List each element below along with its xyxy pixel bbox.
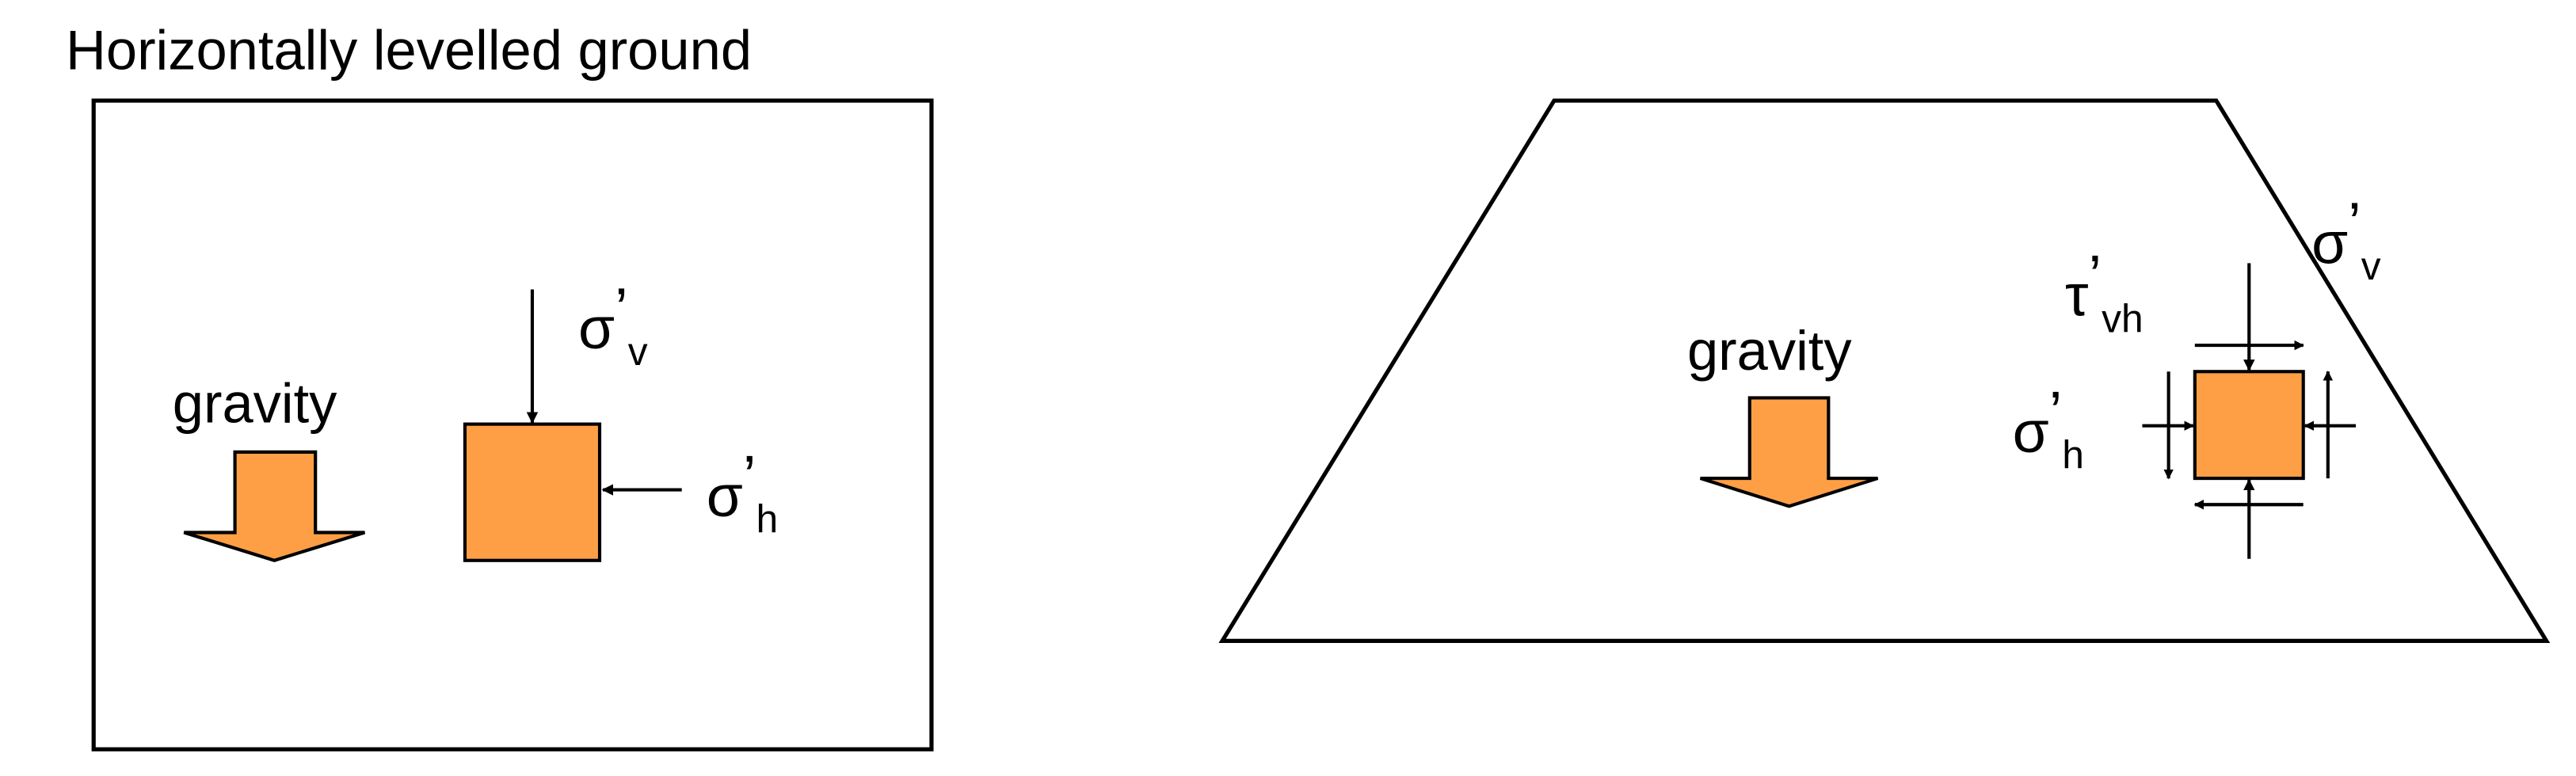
sigma-v-label: σ’v [578,275,648,374]
diagram-title: Horizontally levelled ground [66,19,752,82]
gravity-label: gravity [1687,319,1852,382]
soil-element [463,422,602,562]
left-panel: gravity σ’v σ’h [91,98,934,751]
right-panel: gravity σ’v τ’vh σ’h [1218,98,2551,643]
gravity-label: gravity [173,372,337,435]
gravity-arrow-icon [183,450,366,562]
soil-element [2193,370,2305,481]
sigma-h-label: σ’h [707,443,778,542]
sloped-ground-boundary [1218,98,2551,643]
level-ground-boundary [91,98,934,751]
gravity-arrow-icon [1699,396,1879,508]
sigma-v-label: σ’v [2311,189,2381,288]
sigma-h-label: σ’h [2013,378,2084,477]
tau-vh-label: τ’vh [2065,242,2143,341]
